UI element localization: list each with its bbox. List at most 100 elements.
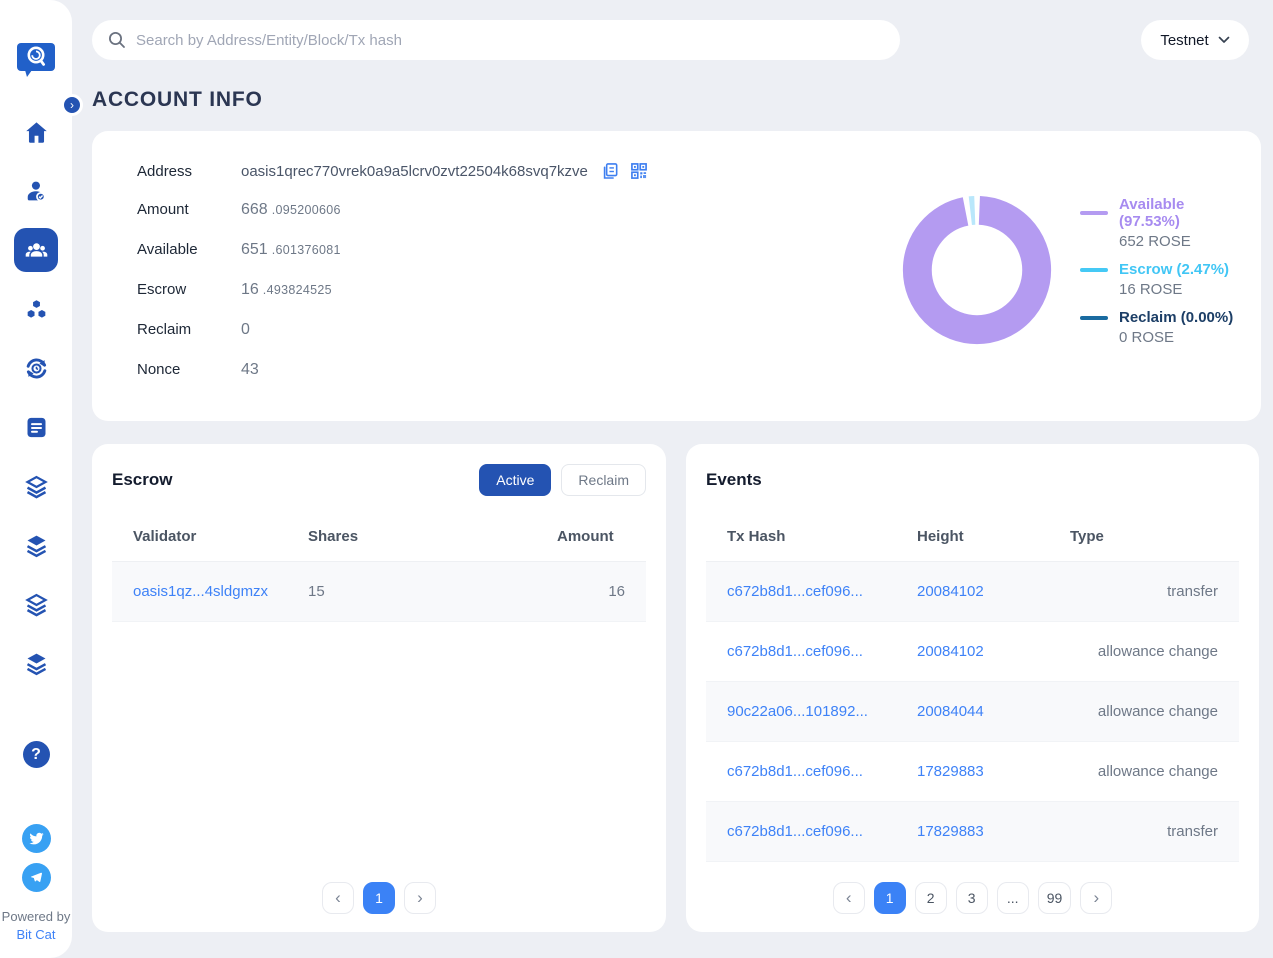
event-type: transfer xyxy=(1049,561,1239,622)
blocks-icon xyxy=(26,298,46,319)
account-row-reclaim: Reclaim 0 xyxy=(137,321,250,338)
event-row: 90c22a06...101892... 20084044 allowance … xyxy=(706,681,1239,742)
escrow-pagination: ‹ 1 › xyxy=(92,882,666,914)
sidebar-item-accounts[interactable] xyxy=(14,228,58,272)
page-button-2[interactable]: 2 xyxy=(914,882,947,914)
sidebar-item-validators[interactable] xyxy=(14,169,58,213)
history-cycle-icon xyxy=(26,358,46,378)
validator-icon xyxy=(27,181,45,201)
donut-chart xyxy=(902,195,1052,345)
bitcat-link[interactable]: Bit Cat xyxy=(16,927,56,942)
sidebar-nav xyxy=(14,110,58,685)
bitcat-logo[interactable] xyxy=(15,38,57,82)
legend-item-reclaim[interactable]: Reclaim (0.00%) 0 ROSE xyxy=(1080,309,1245,346)
next-page-button[interactable]: › xyxy=(404,882,436,914)
tx-hash-link[interactable]: c672b8d1...cef096... xyxy=(727,583,863,600)
sidebar-expand-toggle[interactable]: › xyxy=(61,94,83,116)
sidebar-item-proposals[interactable] xyxy=(14,405,58,449)
network-selector[interactable]: Testnet xyxy=(1141,20,1249,60)
next-page-button[interactable]: › xyxy=(1080,882,1113,914)
sidebar-item-paratime-3[interactable] xyxy=(14,582,58,626)
account-row-amount: Amount 668.095200606 xyxy=(137,201,341,218)
page-button-1[interactable]: 1 xyxy=(363,882,395,914)
help-icon[interactable]: ? xyxy=(22,741,50,768)
chevron-right-icon: › xyxy=(70,97,74,112)
shares-value: 15 xyxy=(287,561,536,622)
page-button-3[interactable]: 3 xyxy=(955,882,988,914)
events-panel: Events Tx Hash Height Type c672b8d1...ce… xyxy=(686,444,1259,932)
height-link[interactable]: 17829883 xyxy=(917,823,984,840)
height-link[interactable]: 17829883 xyxy=(917,763,984,780)
account-row-escrow: Escrow 16.493824525 xyxy=(137,281,332,298)
powered-by-label: Powered by xyxy=(1,909,71,924)
legend-item-escrow[interactable]: Escrow (2.47%) 16 ROSE xyxy=(1080,261,1245,298)
amount-value: 16 xyxy=(536,561,646,622)
layers-icon xyxy=(24,475,48,498)
column-header-validator: Validator xyxy=(112,518,287,562)
legend-swatch xyxy=(1080,315,1108,320)
sidebar-item-blocks[interactable] xyxy=(14,287,58,331)
tx-hash-link[interactable]: c672b8d1...cef096... xyxy=(727,763,863,780)
legend-swatch xyxy=(1080,267,1108,272)
escrow-panel-title: Escrow xyxy=(112,470,173,489)
prev-page-button[interactable]: ‹ xyxy=(322,882,354,914)
page-button-99[interactable]: 99 xyxy=(1037,882,1072,914)
column-header-type: Type xyxy=(1049,518,1239,562)
copy-icon[interactable] xyxy=(600,161,620,181)
tx-hash-link[interactable]: c672b8d1...cef096... xyxy=(727,823,863,840)
prev-page-button[interactable]: ‹ xyxy=(832,882,865,914)
height-link[interactable]: 20084044 xyxy=(917,703,984,720)
chevron-right-icon: › xyxy=(417,887,423,907)
reclaim-tab-button[interactable]: Reclaim xyxy=(561,464,646,496)
accounts-icon xyxy=(25,242,47,257)
event-row: c672b8d1...cef096... 17829883 allowance … xyxy=(706,741,1239,802)
telegram-icon[interactable] xyxy=(21,863,51,892)
search-box xyxy=(92,20,900,60)
height-link[interactable]: 20084102 xyxy=(917,583,984,600)
search-icon xyxy=(109,32,125,48)
layers-icon xyxy=(26,653,46,675)
height-link[interactable]: 20084102 xyxy=(917,643,984,660)
qr-code-icon[interactable] xyxy=(629,161,649,181)
account-address-value: oasis1qrec770vrek0a9a5lcrv0zvt22504k68sv… xyxy=(241,162,588,180)
event-row: c672b8d1...cef096... 20084102 allowance … xyxy=(706,621,1239,682)
sidebar-item-transactions[interactable] xyxy=(14,346,58,390)
tx-hash-link[interactable]: c672b8d1...cef096... xyxy=(727,643,863,660)
escrow-row: oasis1qz...4sldgmzx 15 16 xyxy=(112,561,646,622)
sidebar-item-home[interactable] xyxy=(14,110,58,154)
sidebar-item-paratime-1[interactable] xyxy=(14,464,58,508)
column-header-height: Height xyxy=(896,518,1049,562)
sidebar-item-paratime-4[interactable] xyxy=(14,641,58,685)
event-type: allowance change xyxy=(1049,741,1239,802)
chevron-right-icon: › xyxy=(1093,887,1100,907)
topbar: Testnet xyxy=(92,20,1261,60)
validator-link[interactable]: oasis1qz...4sldgmzx xyxy=(133,583,269,600)
events-table: Tx Hash Height Type c672b8d1...cef096...… xyxy=(706,518,1239,862)
twitter-icon[interactable] xyxy=(21,824,51,853)
account-row-address: Address oasis1qrec770vrek0a9a5lcrv0zvt22… xyxy=(137,161,1261,201)
page-button-1[interactable]: 1 xyxy=(873,882,906,914)
legend-item-available[interactable]: Available (97.53%) 652 ROSE xyxy=(1080,196,1245,250)
escrow-panel: Escrow Active Reclaim Validator Shares A… xyxy=(92,444,666,932)
document-icon xyxy=(27,417,45,437)
column-header-shares: Shares xyxy=(287,518,536,562)
sidebar-item-paratime-2[interactable] xyxy=(14,523,58,567)
tx-hash-link[interactable]: 90c22a06...101892... xyxy=(727,703,868,720)
account-row-available: Available 651.601376081 xyxy=(137,241,341,258)
search-input[interactable] xyxy=(136,31,884,49)
page-title: ACCOUNT INFO xyxy=(92,88,263,111)
column-header-amount: Amount xyxy=(536,518,646,562)
page-ellipsis-button[interactable]: ... xyxy=(996,882,1029,914)
event-row: c672b8d1...cef096... 20084102 transfer xyxy=(706,561,1239,622)
legend-swatch xyxy=(1080,211,1108,215)
event-type: transfer xyxy=(1049,801,1239,862)
account-row-nonce: Nonce 43 xyxy=(137,361,259,378)
account-info-card: Address oasis1qrec770vrek0a9a5lcrv0zvt22… xyxy=(92,131,1261,421)
home-icon xyxy=(25,121,47,143)
chevron-left-icon: ‹ xyxy=(845,887,852,907)
sidebar: › xyxy=(0,0,83,958)
active-tab-button[interactable]: Active xyxy=(479,464,552,496)
event-type: allowance change xyxy=(1049,621,1239,682)
column-header-tx-hash: Tx Hash xyxy=(706,518,896,562)
chart-legend: Available (97.53%) 652 ROSE Escrow (2.47… xyxy=(1080,193,1245,346)
